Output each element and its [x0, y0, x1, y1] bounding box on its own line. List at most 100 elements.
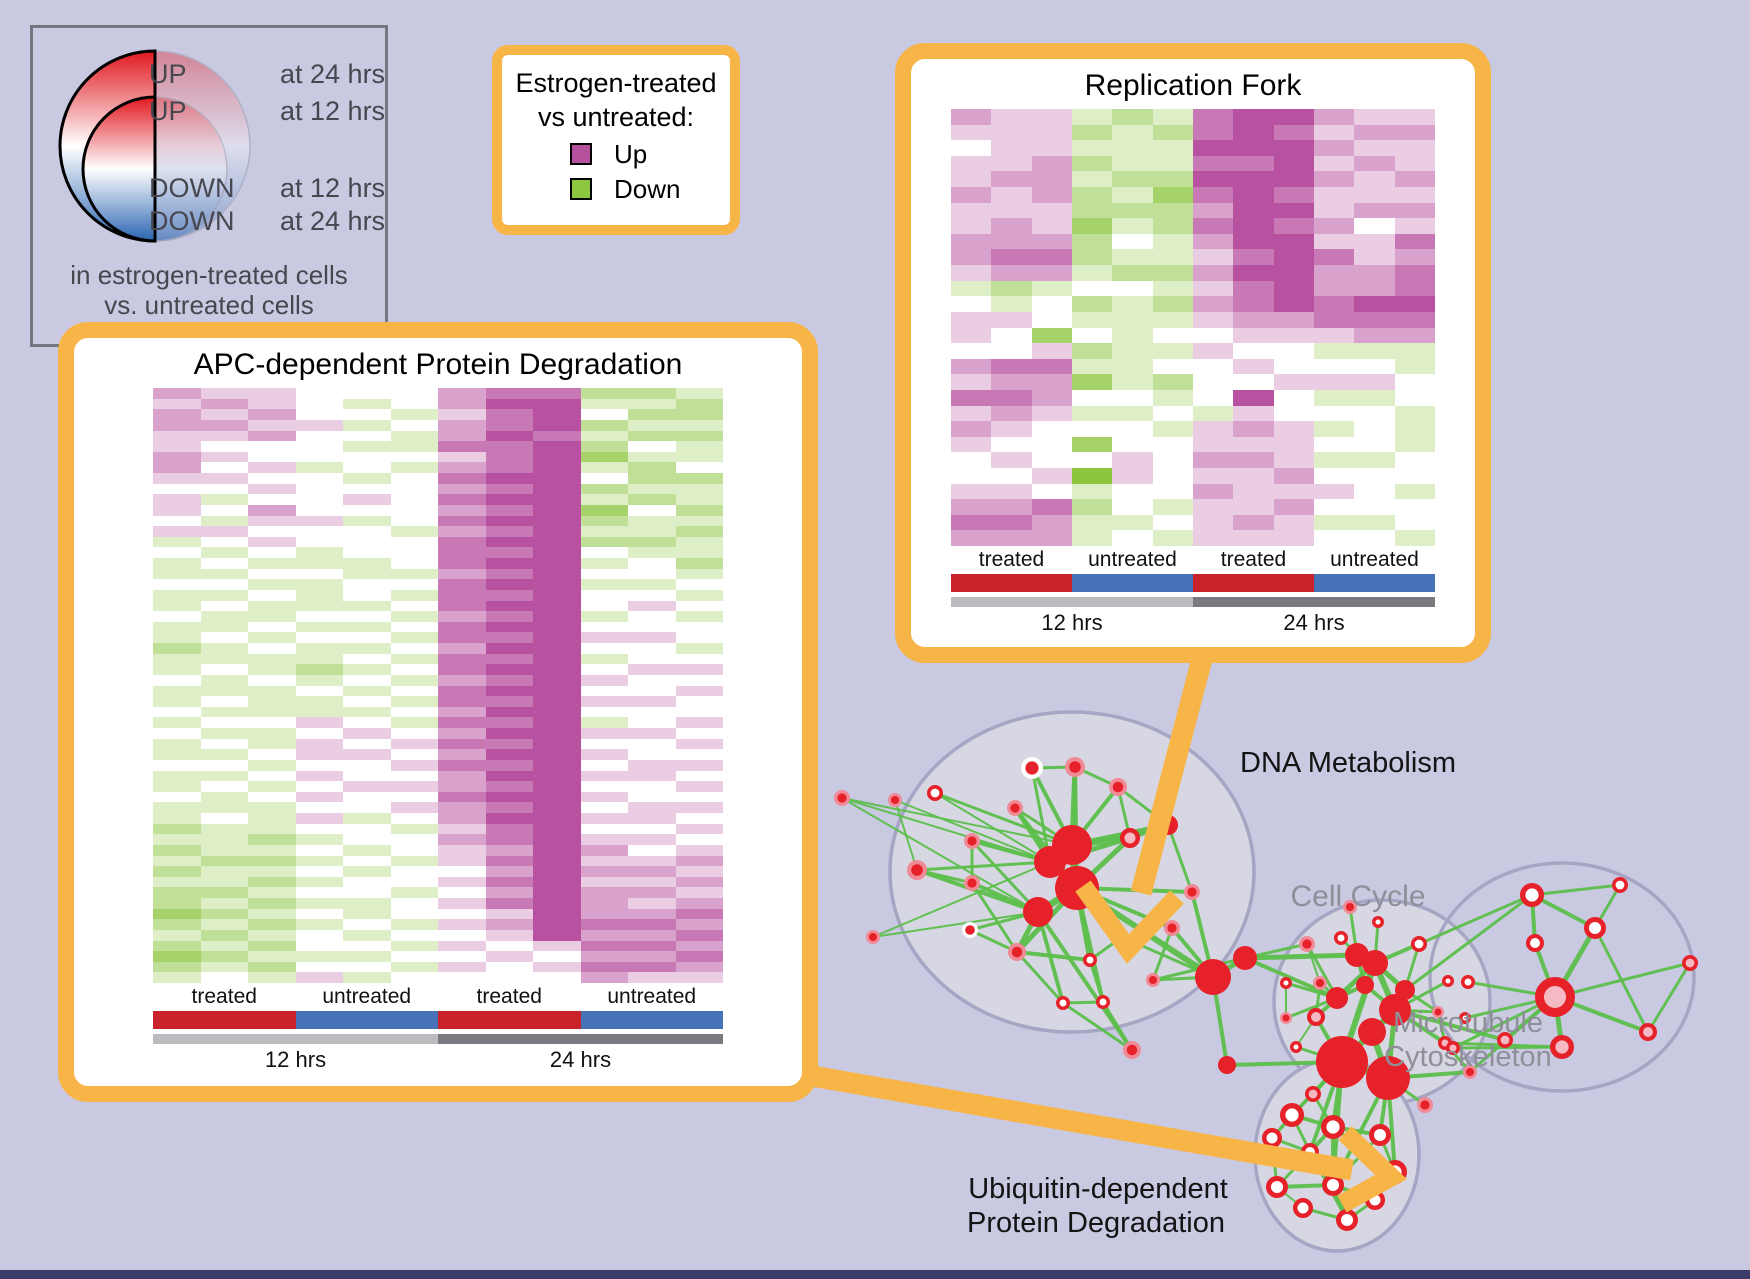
heatmap-row	[951, 468, 1435, 484]
heatmap-cell	[1152, 389, 1193, 406]
heatmap-cell	[1313, 233, 1355, 250]
heatmap-cell	[1031, 140, 1072, 156]
heatmap-cell	[485, 430, 533, 442]
network-edge	[1319, 981, 1338, 1000]
heatmap-cell	[533, 855, 581, 867]
heatmap-cell	[533, 600, 581, 612]
heatmap-cell	[390, 898, 438, 909]
heatmap-cell	[200, 759, 248, 771]
gene-node-core	[965, 925, 975, 935]
heatmap-cell	[390, 738, 438, 750]
heatmap-cell	[580, 929, 628, 941]
apc-heatmap-panel: APC-dependent Protein Degradation treate…	[58, 322, 818, 1102]
heatmap-cell	[1071, 327, 1113, 344]
heatmap-cell	[485, 834, 533, 845]
heatmap-cell	[1071, 124, 1113, 141]
heatmap-cell	[675, 876, 723, 888]
heatmap-cell	[1071, 530, 1113, 547]
network-edge	[1170, 926, 1215, 979]
heatmap-cell	[1112, 296, 1153, 312]
heatmap-cell	[1152, 405, 1193, 422]
heatmap-cell	[991, 452, 1032, 469]
gene-node-core	[1011, 946, 1023, 958]
gene-node-halo	[866, 930, 880, 944]
heatmap-cell	[1273, 171, 1314, 188]
heatmap-cell	[580, 813, 628, 824]
heatmap-cell	[1273, 374, 1314, 390]
heatmap-cell	[343, 600, 391, 612]
group-label: treated	[1220, 548, 1287, 571]
heatmap-cell	[1031, 171, 1072, 188]
heatmap-cell	[390, 611, 438, 622]
heatmap-cell	[1394, 296, 1435, 312]
heatmap-cell	[580, 664, 628, 675]
time-label: 24 hrs	[549, 1047, 612, 1072]
heatmap-cell	[628, 823, 676, 835]
heatmap-cell	[1313, 514, 1355, 531]
heatmap-cell	[343, 898, 391, 909]
heatmap-cell	[343, 749, 391, 760]
heatmap-row	[951, 358, 1435, 375]
heatmap-cell	[628, 781, 676, 792]
network-edge	[1403, 943, 1421, 991]
heatmap-cell	[295, 611, 343, 622]
gene-node-ring-white	[1368, 1123, 1391, 1146]
heatmap-cell	[533, 738, 581, 750]
heatmap-cell	[533, 653, 581, 665]
heatmap-cell	[343, 441, 391, 452]
heatmap-cell	[390, 674, 438, 686]
arrow-head-replication-fork-to-dna	[1075, 880, 1184, 964]
heatmap-cell	[1031, 265, 1072, 281]
heatmap-cell	[580, 621, 628, 633]
heatmap-cell	[248, 388, 296, 399]
heatmap-cell	[675, 717, 723, 728]
heatmap-cell	[438, 589, 486, 601]
network-edge	[1088, 959, 1105, 1003]
heatmap-cell	[991, 374, 1032, 390]
network-edge	[1121, 935, 1214, 979]
network-edge	[1355, 954, 1367, 986]
gene-node-ring-white	[1583, 916, 1606, 939]
gene-node-core	[1345, 902, 1355, 912]
heatmap-cell	[580, 579, 628, 590]
heatmap-cell	[485, 706, 533, 718]
gene-node-ring-white	[1365, 1190, 1385, 1210]
heatmap-cell	[343, 664, 391, 675]
heatmap-cell	[533, 961, 581, 973]
heatmap-cell	[390, 526, 438, 537]
heatmap-cell	[628, 770, 676, 782]
heatmap-cell	[951, 389, 992, 406]
heatmap-cell	[295, 536, 343, 548]
gene-node-ring-white	[1115, 930, 1129, 944]
heatmap-cell	[343, 940, 391, 952]
heatmap-cell	[1152, 218, 1193, 234]
heatmap-cell	[675, 972, 723, 983]
network-edge	[1340, 1058, 1390, 1082]
heatmap-row	[153, 611, 723, 622]
heatmap-cell	[343, 398, 391, 410]
heatmap-cell	[1354, 311, 1395, 328]
heatmap-row	[153, 972, 723, 983]
gene-node-halo	[1164, 920, 1180, 936]
heatmap-cell	[1192, 265, 1234, 281]
heatmap-row	[153, 568, 723, 580]
heatmap-cell	[485, 876, 533, 888]
heatmap-row	[153, 441, 723, 452]
network-edge	[1530, 894, 1537, 944]
heatmap-cell	[485, 589, 533, 601]
heatmap-cell	[295, 802, 343, 813]
heatmap-cell	[533, 728, 581, 739]
heatmap-cell	[248, 473, 296, 484]
heatmap-cell	[1112, 389, 1153, 406]
network-edge	[1076, 886, 1173, 930]
heatmap-cell	[390, 876, 438, 888]
heatmap-cell	[248, 430, 296, 442]
network-edge	[1369, 1031, 1391, 1079]
rf-time-labels: 12 hrs 24 hrs	[951, 607, 1435, 639]
heatmap-cell	[390, 494, 438, 505]
heatmap-cell	[1192, 171, 1234, 188]
heatmap-cell	[1273, 358, 1314, 375]
heatmap-cell	[438, 961, 486, 973]
heatmap-cell	[200, 898, 248, 909]
heatmap-cell	[153, 898, 201, 909]
